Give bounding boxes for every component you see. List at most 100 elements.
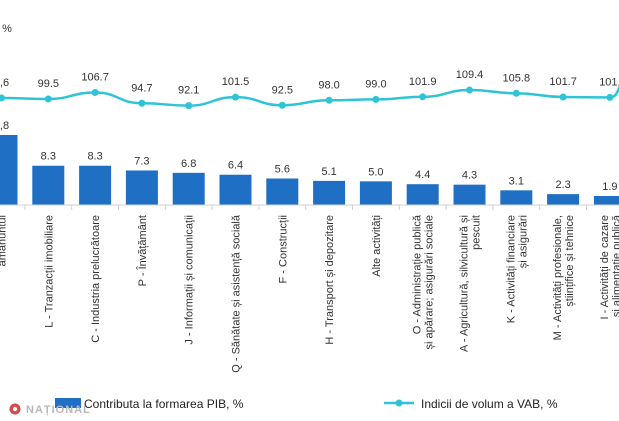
bar-12 xyxy=(547,194,580,205)
category-label-2-line-0: C - Industria prelucrătoare xyxy=(90,215,102,343)
line-label-8: 99.0 xyxy=(365,78,386,90)
line-point-6 xyxy=(278,101,286,109)
category-ticks-layer xyxy=(24,205,587,210)
bar-label-4: 6.8 xyxy=(181,158,196,170)
category-label-4-line-0: J - Informații și comunicații xyxy=(184,215,196,345)
watermark-logo: NAȚIONAL xyxy=(9,403,90,416)
line-point-0 xyxy=(0,94,5,102)
category-label-5: Q - Sănătate și asistență socială xyxy=(231,214,243,373)
bar-6 xyxy=(266,178,299,205)
line-point-8 xyxy=(372,95,380,103)
line-point-1 xyxy=(44,95,52,103)
line-point-13 xyxy=(606,93,614,101)
bar-label-10: 4.3 xyxy=(462,170,477,182)
bar-7 xyxy=(313,180,346,205)
line-point-5 xyxy=(232,93,239,101)
category-label-12: M - Activități profesionale, științifice … xyxy=(552,215,576,340)
legend: Contributa la formarea PIB, % Indicii de… xyxy=(55,397,558,411)
bar-10 xyxy=(453,184,486,205)
bar-0 xyxy=(0,135,18,205)
bar-label-1: 8.3 xyxy=(41,151,56,163)
line-point-9 xyxy=(419,93,427,101)
category-label-0: amănuntul xyxy=(0,215,9,266)
line-point-7 xyxy=(325,96,333,104)
category-label-7-line-0: H - Transport și depozitare xyxy=(324,215,336,345)
line-point-12 xyxy=(559,93,567,101)
category-label-6-line-0: F - Construcții xyxy=(277,215,289,283)
y-unit-fragment: , % xyxy=(0,23,12,35)
bar-13 xyxy=(593,196,619,205)
bar-1 xyxy=(32,165,65,205)
bar-4 xyxy=(172,172,205,205)
line-point-2 xyxy=(91,88,99,96)
line-label-1: 99.5 xyxy=(38,78,59,90)
bar-label-5: 6.4 xyxy=(228,160,243,172)
category-label-3: P - Învățământ xyxy=(136,215,149,286)
bar-label-0: 4,8 xyxy=(0,120,9,132)
category-label-1-line-0: L - Tranzacții imobiliare xyxy=(43,215,55,328)
line-point-4 xyxy=(185,102,193,110)
category-label-1: L - Tranzacții imobiliare xyxy=(43,215,55,328)
bar-label-7: 5.1 xyxy=(321,166,336,178)
line-label-5: 101.5 xyxy=(222,76,250,88)
line-label-2: 106.7 xyxy=(81,71,109,83)
line-label-6: 92.5 xyxy=(272,84,293,96)
line-label-0: 0,6 xyxy=(0,77,9,89)
legend-line-label: Indicii de volum a VAB, % xyxy=(421,397,558,411)
category-label-9-line-1: și apărare; asigurări sociale xyxy=(424,215,436,350)
bar-label-3: 7.3 xyxy=(134,155,149,167)
category-label-12-line-0: M - Activități profesionale, xyxy=(552,215,564,340)
category-label-10-line-0: A - Agricultură, silvicultură și xyxy=(459,215,471,352)
category-label-5-line-0: Q - Sănătate și asistență socială xyxy=(231,214,243,373)
line-point-11 xyxy=(512,89,520,97)
bar-label-12: 2.3 xyxy=(555,179,570,191)
category-label-3-line-0: P - Învățământ xyxy=(136,215,149,286)
category-label-10-line-1: pescuit xyxy=(471,215,483,250)
line-label-12: 101.7 xyxy=(549,76,577,88)
legend-line-marker xyxy=(395,399,403,407)
legend-bar-swatch xyxy=(55,398,81,408)
line-labels-layer: 0,6 99.5 106.7 94.7 92.1 101.5 92.5 98.0 99.0 101… xyxy=(0,69,619,97)
bar-9 xyxy=(406,184,439,205)
line-label-3: 94.7 xyxy=(131,82,152,94)
category-label-2: C - Industria prelucrătoare xyxy=(90,215,102,343)
category-label-11-line-1: și asigurări xyxy=(517,215,529,268)
bar-labels-layer: 4,8 8.3 8.3 7.3 6.8 6.4 5.6 5.1 5.0 4.4 4.3 3.1 2.3 1… xyxy=(0,120,618,193)
category-label-8: Alte activități xyxy=(371,215,383,277)
category-label-11-line-0: K - Activități financiare xyxy=(505,215,517,323)
category-label-9-line-0: O - Administrație publică xyxy=(412,214,424,334)
category-label-13-line-0: I - Activități de cazare xyxy=(599,215,611,320)
bar-label-2: 8.3 xyxy=(87,151,102,163)
category-label-11: K - Activități financiare și asigurări xyxy=(505,215,529,323)
line-label-10: 109.4 xyxy=(456,69,484,81)
line-series-layer xyxy=(0,85,619,110)
line-label-11: 105.8 xyxy=(503,72,531,84)
bar-5 xyxy=(219,174,252,205)
bar-8 xyxy=(359,181,392,205)
category-labels-layer: amănuntul L - Tranzacții imobiliare C - In… xyxy=(0,214,619,373)
category-label-6: F - Construcții xyxy=(277,215,289,283)
line-point-10 xyxy=(466,86,473,94)
bar-11 xyxy=(500,190,533,205)
bar-2 xyxy=(79,165,112,205)
bar-series-layer xyxy=(0,135,619,205)
category-label-9: O - Administrație publică și apărare; asi… xyxy=(412,214,436,349)
line-point-3 xyxy=(138,99,146,107)
category-label-4: J - Informații și comunicații xyxy=(184,215,196,345)
bar-label-9: 4.4 xyxy=(415,169,430,181)
line-label-13: 101. xyxy=(599,76,619,88)
category-label-13: I - Activități de cazare și alimentație p… xyxy=(599,214,619,319)
category-label-13-line-1: și alimentație publică xyxy=(611,214,619,317)
legend-bar-label: Contributa la formarea PIB, % xyxy=(84,397,244,411)
bar-3 xyxy=(125,170,158,205)
bar-label-6: 5.6 xyxy=(275,164,290,176)
line-label-9: 101.9 xyxy=(409,76,437,88)
category-label-10: A - Agricultură, silvicultură și pescuit xyxy=(459,215,483,352)
line-label-7: 98.0 xyxy=(318,79,339,91)
category-label-12-line-1: științifice și tehnice xyxy=(564,215,576,307)
bar-label-13: 1.9 xyxy=(602,181,617,193)
bar-label-11: 3.1 xyxy=(509,175,524,187)
category-label-8-line-0: Alte activități xyxy=(371,215,383,277)
line-label-4: 92.1 xyxy=(178,85,199,97)
